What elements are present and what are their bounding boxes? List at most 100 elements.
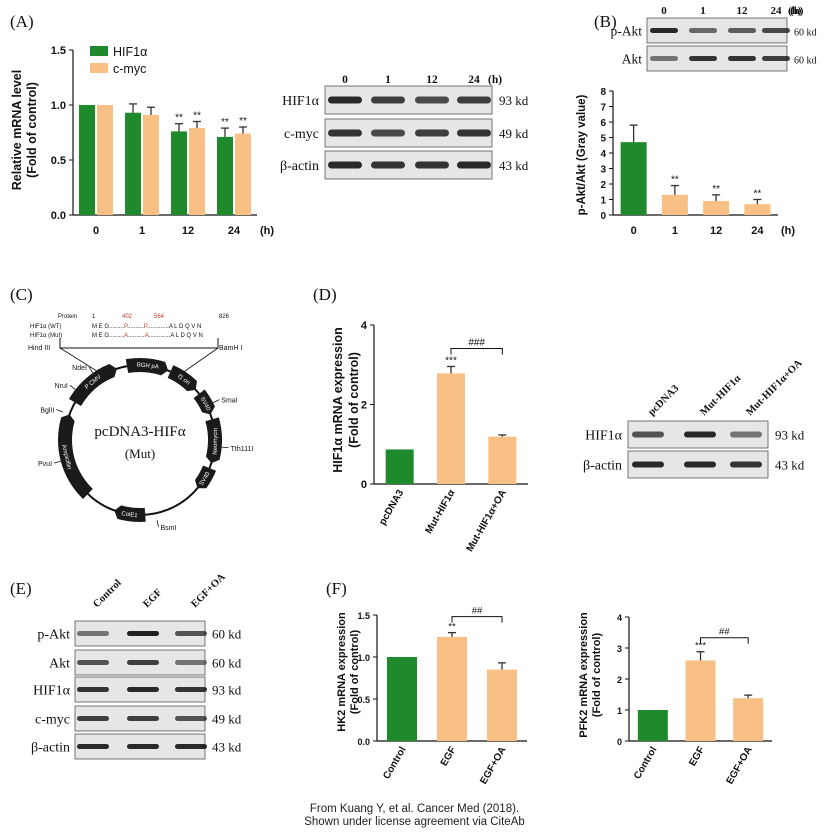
chart-d-ytick-label: 4 [361,320,368,332]
blot-d-lane-label: Mut-HIF1α [698,373,743,418]
blot-e-kd: 60 kd [212,627,242,642]
chart-d-sig-mark: *** [445,355,457,366]
wt-mid-a: P [124,324,128,330]
band-a-actin-1 [371,161,405,169]
chart-b-ytick-label: 5 [600,134,606,145]
band-a-c-myc-0 [328,129,362,137]
band-b-p-akt-1 [689,28,717,33]
chart-b-ytick-label: 2 [600,180,606,191]
chart-d-bar-value-mut-hif1-oa [488,436,517,484]
chart-d: HIF1α mRNA expression (Fold of control) … [331,320,528,554]
chart-f1-ylabel-2: (Fold of control) [349,630,361,715]
blot-e-kd: 93 kd [212,683,242,698]
chart-b-ytick-label: 8 [600,87,606,98]
blot-e-label: c-myc [35,713,70,728]
chart-b-xtick-label: 1 [672,225,678,237]
chart-f2-xtick-label: EGF+OA [725,745,755,786]
band-b-akt-3 [762,56,790,61]
blot-b-unit: (h) [788,5,802,17]
legend-label-hif1a: HIF1α [113,45,147,59]
band-b-p-akt-2 [728,28,756,33]
chart-b-xtick-label: 12 [710,225,722,237]
blot-e-label: p-Akt [37,628,70,643]
chart-a-bar-c-myc-1 [143,114,159,215]
wt-dots: .......... [127,324,144,330]
wt-label: HIF1α (WT) [30,324,61,330]
blot-a: 0 1 12 24 (h) HIF1α 93 kd c-myc 49 kd β-actin 43 k… [280,74,529,180]
blot-a-label: HIF1α [282,94,320,109]
blot-a-label: c-myc [284,127,319,142]
plasmid-feature-f1-ori [167,365,197,392]
plasmid-site-bsmi: BsmI [161,525,177,532]
chart-f1-ytick-label: 1.5 [357,611,370,621]
chart-a-sig-mark: ** [175,113,183,124]
band-a-c-myc-2 [415,129,449,137]
blot-a-kd: 93 kd [499,93,529,108]
mut-seq-a: M E G......... [92,333,124,339]
blot-a-kd: 43 kd [499,158,529,173]
chart-d-bracket [450,347,503,355]
blot-e-kd: 60 kd [212,656,242,671]
blot-d-label: HIF1α [585,429,623,444]
band-e-c-myc-0 [77,716,109,721]
chart-f-pfk2: PFK2 mRNA expression (Fold of control) 0… [578,612,772,786]
chart-a-ylabel-2: (Fold of control) [25,82,39,178]
blot-b-label: Akt [622,52,642,67]
blot-b-lane-label: 12 [737,5,749,17]
blot-e-kd: 43 kd [212,740,242,755]
chart-a-bar-hif1-12 [171,131,187,215]
panel-label-f: (F) [326,579,347,598]
plasmid-site-pvui: PvuI [38,461,52,468]
chart-d-xtick-label: Mut-HIF1α+OA [465,488,509,554]
chart-f1-ytick-label: 0.0 [357,737,370,747]
band-e-c-myc-1 [127,716,159,721]
chart-b-bar-value-12 [703,201,730,215]
chart-a-sig-mark: ** [193,111,201,122]
band-a-actin-2 [415,161,449,169]
chart-a-bar-c-myc-24 [235,133,251,215]
blot-b-lane-label: 1 [700,5,706,17]
chart-b-bar-value-1 [661,194,688,215]
plasmid-site-tick [53,460,61,464]
chart-b-ytick-label: 4 [600,149,606,160]
chart-b-ytick-label: 1 [600,196,606,207]
chart-f1-bar-value-egf [437,636,467,741]
band-e-akt-1 [127,660,159,665]
band-d-hif1-1 [684,431,716,438]
chart-d-ylabel-2: (Fold of control) [347,352,361,448]
chart-b-xtick-label: 0 [631,225,637,237]
band-d-hif1-0 [632,431,664,438]
chart-f1-xtick-label: Control [381,745,408,781]
chart-a-bar-hif1-24 [217,136,233,215]
wt-seq-a: M E G......... [92,324,124,330]
chart-f2-ytick-label: 1 [617,706,622,716]
chart-a-bar-c-myc-12 [189,128,205,215]
chart-b-ytick-label: 7 [600,103,606,114]
chart-f2-ylabel-2: (Fold of control) [591,633,603,718]
plasmid-site-tick [69,384,76,390]
blot-b-kd: 60 kd [794,56,817,67]
chart-a-sig-mark: ** [221,117,229,128]
chart-b-xtick-label: 24 [751,225,764,237]
plasmid-feature-cole1 [114,505,146,522]
plasmid-site-smai: SmaI [221,398,237,405]
panel-label-b: (B) [594,12,617,31]
chart-a-xtick-label: 1 [139,225,145,237]
blot-e-label: Akt [49,657,70,672]
protein-pos-564: 564 [154,314,165,320]
band-a-c-myc-3 [457,129,491,137]
plasmid-feature-neomycin [205,417,222,464]
chart-f1-bar-value-egf-oa [487,669,517,741]
protein-label: Protein [58,314,77,320]
chart-b-bar-value-24 [744,204,771,215]
mut-sequence: M E G.........A..........A.............A… [92,333,203,339]
chart-d-ytick-label: 0 [361,479,367,491]
blot-a-lane-label: 12 [426,74,438,86]
plasmid-feature-label: Neomycin [213,428,219,455]
chart-d-ytick-label: 2 [361,400,367,412]
blot-e-label: HIF1α [33,684,71,699]
plasmid-feature-bgh-pa [125,358,169,376]
band-e-p-akt-1 [127,631,159,636]
chart-a: Relative mRNA level (Fold of control) HI… [10,45,274,237]
